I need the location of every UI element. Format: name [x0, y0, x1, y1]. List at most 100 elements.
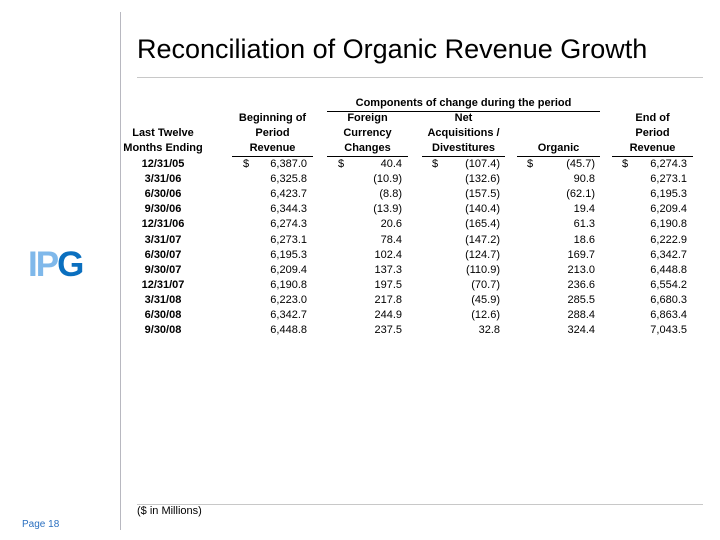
column-header: Acquisitions / — [427, 127, 500, 139]
table-cell: 6,209.4 — [650, 203, 687, 216]
table-cell: (45.9) — [471, 293, 500, 306]
table-cell: (147.2) — [465, 233, 500, 246]
column-header: Last Twelve — [132, 127, 194, 139]
table-cell: 244.9 — [374, 309, 402, 321]
table-cell: 236.6 — [567, 278, 595, 291]
table-cell: 6,223.0 — [270, 293, 307, 306]
table-cell: 6,554.2 — [650, 278, 687, 291]
footnote: ($ in Millions) — [137, 505, 202, 517]
page-title: Reconciliation of Organic Revenue Growth — [137, 34, 648, 64]
row-date: 3/31/06 — [144, 173, 182, 186]
currency-symbol: $ — [243, 158, 250, 170]
table-cell: 6,342.7 — [270, 309, 307, 321]
row-date: 6/30/07 — [144, 248, 182, 261]
column-header: Changes — [327, 141, 408, 157]
column-header: Beginning of — [238, 112, 307, 124]
row-date: 12/31/05 — [141, 158, 185, 170]
table-cell: (157.5) — [465, 188, 500, 201]
column-header: Period — [635, 127, 670, 139]
table-cell: (165.4) — [465, 218, 500, 231]
row-date: 3/31/07 — [144, 233, 182, 246]
table-cell: 169.7 — [567, 248, 595, 261]
row-date: 6/30/08 — [144, 309, 182, 321]
row-date: 9/30/06 — [144, 203, 182, 216]
table-cell: (12.6) — [471, 309, 500, 321]
table-cell: 6,274.3 — [270, 218, 307, 231]
table-cell: 288.4 — [567, 309, 595, 321]
column-header: Organic — [517, 141, 600, 157]
footer-rule — [137, 504, 703, 505]
table-cell: (8.8) — [379, 188, 402, 201]
row-date: 6/30/06 — [144, 188, 182, 201]
table-cell: 6,273.1 — [270, 233, 307, 246]
table-cell: 32.8 — [478, 324, 500, 337]
table-cell: 61.3 — [573, 218, 595, 231]
table-cell: (107.4) — [465, 158, 500, 170]
table-cell: 6,273.1 — [650, 173, 687, 186]
table-cell: 40.4 — [380, 158, 402, 170]
ipg-logo: IPG — [28, 245, 84, 284]
table-cell: 78.4 — [380, 233, 402, 246]
currency-symbol: $ — [432, 158, 439, 170]
currency-symbol: $ — [527, 158, 534, 170]
column-header: Revenue — [232, 141, 313, 157]
table-cell: 6,448.8 — [650, 263, 687, 276]
table-cell: 6,190.8 — [270, 278, 307, 291]
row-date: 12/31/06 — [141, 218, 185, 231]
page-number: Page 18 — [22, 519, 60, 530]
title-rule — [137, 77, 703, 78]
table-cell: 20.6 — [380, 218, 402, 231]
table-cell: 90.8 — [573, 173, 595, 186]
table-cell: 102.4 — [374, 248, 402, 261]
table-cell: 19.4 — [573, 203, 595, 216]
table-cell: 6,274.3 — [650, 158, 687, 170]
table-cell: 217.8 — [374, 293, 402, 306]
table-cell: 6,680.3 — [650, 293, 687, 306]
column-header: Divestitures — [422, 141, 505, 157]
table-cell: 137.3 — [374, 263, 402, 276]
table-cell: 285.5 — [567, 293, 595, 306]
table-cell: 6,387.0 — [270, 158, 307, 170]
table-cell: 6,863.4 — [650, 309, 687, 321]
table-cell: 18.6 — [573, 233, 595, 246]
table-cell: 6,448.8 — [270, 324, 307, 337]
table-cell: 6,342.7 — [650, 248, 687, 261]
row-date: 12/31/07 — [141, 278, 185, 291]
table-cell: (13.9) — [373, 203, 402, 216]
column-header: End of — [635, 112, 670, 124]
table-cell: (10.9) — [373, 173, 402, 186]
table-cell: 6,190.8 — [650, 218, 687, 231]
table-cell: (124.7) — [465, 248, 500, 261]
table-cell: 6,195.3 — [270, 248, 307, 261]
table-cell: 324.4 — [567, 324, 595, 337]
column-header: Revenue — [612, 141, 693, 157]
table-cell: 213.0 — [567, 263, 595, 276]
row-date: 3/31/08 — [144, 293, 182, 306]
table-cell: 7,043.5 — [650, 324, 687, 337]
column-header: Foreign — [347, 112, 388, 124]
table-cell: (110.9) — [465, 263, 500, 276]
column-header: Period — [255, 127, 290, 139]
currency-symbol: $ — [622, 158, 629, 170]
column-header: Net — [454, 112, 473, 124]
table-cell: 6,222.9 — [650, 233, 687, 246]
table-cell: 6,209.4 — [270, 263, 307, 276]
group-header: Components of change during the period — [327, 96, 600, 112]
table-cell: 6,423.7 — [270, 188, 307, 201]
table-cell: (70.7) — [471, 278, 500, 291]
currency-symbol: $ — [338, 158, 345, 170]
table-cell: 197.5 — [374, 278, 402, 291]
divider-vertical — [120, 12, 121, 530]
column-header: Months Ending — [123, 142, 203, 154]
row-date: 9/30/08 — [144, 324, 182, 337]
table-cell: (45.7) — [566, 158, 595, 170]
table-cell: 6,344.3 — [270, 203, 307, 216]
column-header: Currency — [343, 127, 392, 139]
table-cell: 6,195.3 — [650, 188, 687, 201]
table-cell: (62.1) — [566, 188, 595, 201]
table-cell: (140.4) — [465, 203, 500, 216]
row-date: 9/30/07 — [144, 263, 182, 276]
table-cell: 6,325.8 — [270, 173, 307, 186]
table-cell: 237.5 — [374, 324, 402, 337]
table-cell: (132.6) — [465, 173, 500, 186]
